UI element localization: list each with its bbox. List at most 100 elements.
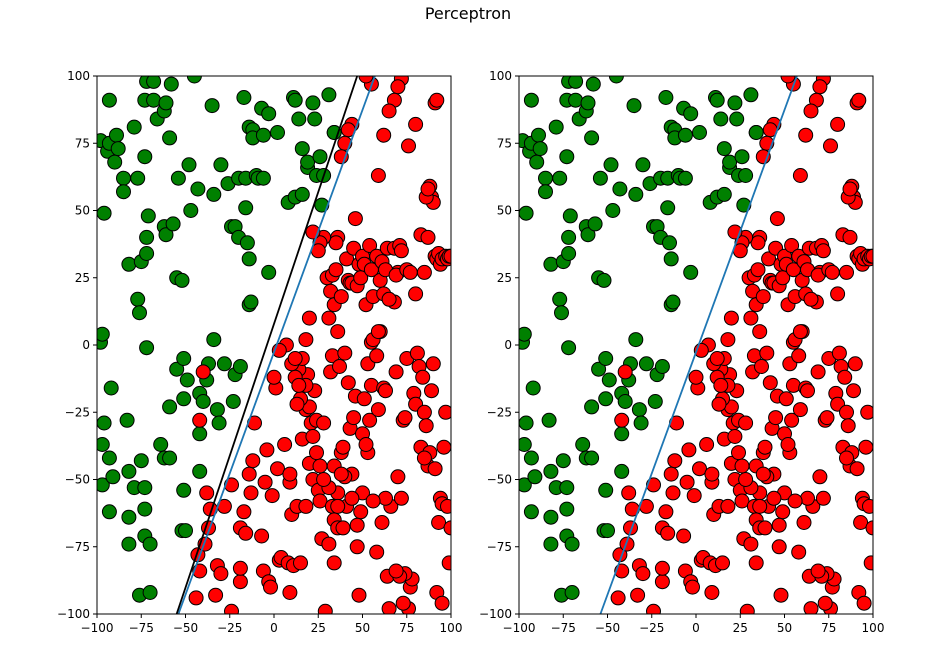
right-point (519, 326, 532, 342)
left-point (206, 332, 222, 348)
right-point (704, 585, 720, 600)
right-point (812, 79, 828, 95)
left-series-1 (188, 76, 451, 614)
left-plot-area (97, 76, 451, 614)
left-point (330, 498, 346, 514)
right-point (847, 356, 863, 372)
left-point (195, 364, 211, 380)
left-point (282, 466, 298, 482)
left-point (236, 504, 252, 520)
right-point (727, 429, 743, 444)
left-point (255, 170, 271, 186)
left-point (374, 515, 390, 530)
left-point (109, 127, 124, 143)
left-x-tick-label: 25 (311, 621, 326, 635)
right-point (552, 170, 568, 186)
left-point (103, 380, 119, 396)
right-point (584, 399, 600, 415)
left-point (259, 442, 275, 458)
left-point (146, 92, 162, 108)
left-point (332, 359, 347, 374)
right-point (865, 520, 873, 536)
left-point (142, 536, 158, 552)
right-point (734, 149, 750, 165)
left-point (116, 184, 131, 200)
right-point (654, 574, 670, 590)
left-point (211, 415, 227, 431)
right-point (727, 95, 743, 111)
right-point (683, 264, 699, 280)
right-point (722, 154, 738, 170)
right-point (647, 394, 663, 409)
left-point (216, 356, 232, 372)
left-point (349, 517, 365, 533)
left-y-tick-label: −75 (65, 540, 90, 554)
left-point (291, 377, 307, 393)
right-point (665, 485, 681, 501)
left-point (307, 111, 323, 127)
right-point (631, 402, 647, 418)
left-point (126, 119, 142, 135)
right-point (849, 461, 865, 477)
left-point (188, 590, 204, 606)
right-point (830, 286, 846, 302)
right-point (614, 426, 630, 442)
right-point (562, 208, 578, 224)
left-point (165, 216, 181, 232)
right-point (699, 437, 715, 452)
right-point (660, 200, 676, 216)
left-point (309, 445, 324, 461)
right-point (584, 130, 600, 146)
left-point (243, 485, 259, 501)
left-point (137, 149, 153, 165)
left-point (393, 243, 409, 259)
left-point (305, 429, 321, 444)
left-point (121, 256, 137, 272)
right-x-tick-label: 25 (733, 621, 748, 635)
right-point (752, 498, 768, 514)
left-point (335, 520, 351, 536)
left-x-tick-label: 0 (270, 621, 278, 635)
left-point (420, 229, 436, 245)
left-point (232, 574, 248, 590)
right-point (523, 504, 539, 520)
right-point (580, 95, 596, 111)
right-point (685, 579, 700, 595)
left-point (224, 603, 239, 614)
right-point (646, 603, 661, 614)
left-point (162, 399, 178, 415)
left-point (254, 528, 270, 544)
right-point (851, 92, 867, 108)
left-point (139, 229, 155, 245)
right-point (709, 92, 725, 108)
left-point (312, 149, 328, 165)
right-point (773, 587, 789, 603)
left-point (381, 103, 397, 119)
left-point (370, 324, 386, 340)
left-point (362, 238, 378, 253)
right-point (792, 402, 808, 418)
right-point (676, 528, 692, 544)
right-point (663, 251, 679, 267)
left-point (195, 394, 211, 409)
right-point (810, 364, 826, 380)
right-point (754, 359, 769, 374)
right-point (584, 450, 600, 466)
left-point (335, 439, 351, 455)
right-point (519, 477, 532, 493)
right-point (791, 544, 807, 560)
right-series-1 (610, 76, 873, 614)
right-point (626, 98, 642, 114)
right-x-tick-label: −75 (551, 621, 576, 635)
right-point (654, 359, 670, 374)
left-x-tick-label: 50 (355, 621, 370, 635)
left-point (321, 536, 337, 552)
right-point (771, 539, 787, 555)
left-point (139, 246, 155, 261)
right-point (713, 377, 729, 393)
right-point (688, 369, 704, 385)
left-point (416, 450, 432, 466)
right-point (778, 391, 794, 407)
right-y-tick-label: 75 (497, 136, 512, 150)
right-point (592, 170, 608, 186)
